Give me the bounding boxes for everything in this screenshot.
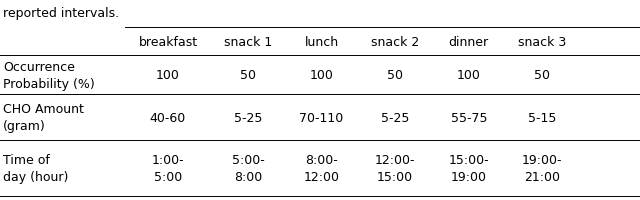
Text: 100: 100 bbox=[457, 69, 481, 82]
Text: CHO Amount
(gram): CHO Amount (gram) bbox=[3, 103, 84, 132]
Text: 1:00-
5:00: 1:00- 5:00 bbox=[152, 153, 184, 183]
Text: 50: 50 bbox=[387, 69, 403, 82]
Text: Occurrence
Probability (%): Occurrence Probability (%) bbox=[3, 61, 95, 90]
Text: 100: 100 bbox=[156, 69, 180, 82]
Text: 5-15: 5-15 bbox=[528, 111, 557, 124]
Text: 55-75: 55-75 bbox=[451, 111, 487, 124]
Text: 40-60: 40-60 bbox=[150, 111, 186, 124]
Text: dinner: dinner bbox=[449, 35, 489, 48]
Text: 15:00-
19:00: 15:00- 19:00 bbox=[449, 153, 489, 183]
Text: Time of
day (hour): Time of day (hour) bbox=[3, 153, 68, 183]
Text: snack 3: snack 3 bbox=[518, 35, 566, 48]
Text: 8:00-
12:00: 8:00- 12:00 bbox=[303, 153, 340, 183]
Text: 19:00-
21:00: 19:00- 21:00 bbox=[522, 153, 563, 183]
Text: 5-25: 5-25 bbox=[381, 111, 410, 124]
Text: 5:00-
8:00: 5:00- 8:00 bbox=[232, 153, 264, 183]
Text: snack 2: snack 2 bbox=[371, 35, 419, 48]
Text: reported intervals.: reported intervals. bbox=[3, 7, 119, 20]
Text: 50: 50 bbox=[534, 69, 550, 82]
Text: 5-25: 5-25 bbox=[234, 111, 262, 124]
Text: 100: 100 bbox=[310, 69, 333, 82]
Text: 12:00-
15:00: 12:00- 15:00 bbox=[375, 153, 415, 183]
Text: breakfast: breakfast bbox=[138, 35, 198, 48]
Text: snack 1: snack 1 bbox=[224, 35, 272, 48]
Text: 50: 50 bbox=[240, 69, 256, 82]
Text: 70-110: 70-110 bbox=[300, 111, 344, 124]
Text: lunch: lunch bbox=[305, 35, 339, 48]
